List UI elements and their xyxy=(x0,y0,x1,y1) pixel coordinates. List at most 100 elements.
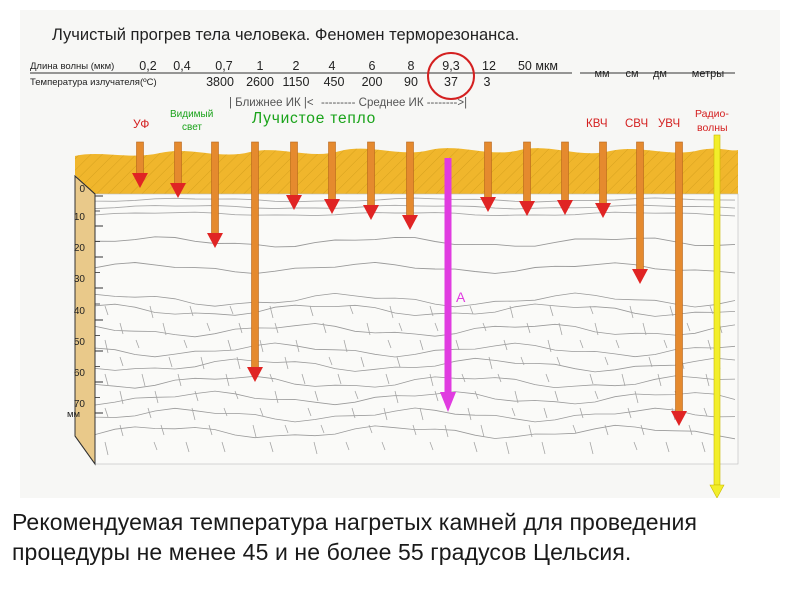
ir-arrow-shaft xyxy=(174,141,182,185)
tissue-cell-stroke xyxy=(669,305,674,317)
depth-tick-label: 50 xyxy=(74,337,86,348)
ir-arrow-head xyxy=(247,367,263,382)
temperature-values: 3800 2600 1150 450 200 90 37 3 xyxy=(206,75,490,89)
tissue-cell-stroke xyxy=(547,339,552,353)
tissue-cell-stroke xyxy=(154,390,159,404)
tissue-cell-stroke xyxy=(328,356,333,366)
tissue-cell-stroke xyxy=(160,424,165,436)
tissue-cell-stroke xyxy=(168,356,173,368)
tissue-cell-stroke xyxy=(528,424,533,438)
tissue-cell-stroke xyxy=(556,356,561,366)
ir-arrow-shaft xyxy=(636,141,644,271)
depth-tick-label: 10 xyxy=(74,212,86,223)
resonance-highlight-circle xyxy=(427,52,475,100)
radio-arrow-head xyxy=(709,484,725,498)
far-unit-label: метры xyxy=(692,68,724,80)
tissue-cell-stroke xyxy=(185,441,190,453)
tissue-cell-stroke xyxy=(709,305,714,315)
tissue-layer-line xyxy=(94,407,736,423)
tissue-cell-stroke xyxy=(394,390,399,404)
tissue-cell-stroke xyxy=(549,305,554,317)
tissue-layer-line xyxy=(94,342,736,358)
tissue-cell-stroke xyxy=(473,441,478,453)
tissue-cell-stroke xyxy=(594,322,599,336)
tissue-cell-stroke xyxy=(351,407,356,419)
tissue-layer-line xyxy=(94,357,736,373)
tissue-cell-stroke xyxy=(419,339,424,351)
tissue-cell-stroke xyxy=(227,339,232,351)
depth-tick-label: 70 xyxy=(74,399,86,410)
ir-arrow-head xyxy=(402,215,418,230)
far-unit-label: мм xyxy=(594,68,609,80)
tissue-cell-stroke xyxy=(274,390,279,404)
tissue-cell-stroke xyxy=(469,305,474,315)
tissue-layer-line xyxy=(94,303,736,317)
tissue-cell-stroke xyxy=(634,390,639,404)
wavelength-value: 0,7 xyxy=(215,59,232,73)
tissue-cell-stroke xyxy=(419,407,424,421)
near-ir-range: | Ближнее ИК |< xyxy=(229,97,314,109)
tissue-cell-stroke xyxy=(191,407,196,421)
tissue-cell-stroke xyxy=(511,407,516,417)
tissue-cell-stroke xyxy=(274,322,279,334)
tissue-cell-stroke xyxy=(589,305,594,315)
tissue-cell-stroke xyxy=(648,356,653,368)
tissue-cell-stroke xyxy=(480,424,485,438)
tissue-cell-stroke xyxy=(147,407,152,419)
ir-arrow-shaft xyxy=(211,141,219,235)
tissue-cell-stroke xyxy=(104,373,109,386)
tissue-cell-stroke xyxy=(135,339,140,349)
ir-arrow-shaft xyxy=(523,141,531,203)
tissue-cell-stroke xyxy=(503,339,508,351)
tissue-layer-line xyxy=(94,197,736,203)
ir-arrow-shaft xyxy=(328,141,336,201)
visible-label: Видимый xyxy=(170,109,213,120)
tissue-cell-stroke xyxy=(238,322,243,334)
tissue-cell-stroke xyxy=(520,356,525,366)
tissue-cell-stroke xyxy=(412,424,417,436)
tissue-cell-stroke xyxy=(119,424,124,437)
tissue-cell-stroke xyxy=(640,424,645,436)
tissue-cell-stroke xyxy=(389,305,394,319)
ir-arrow-head xyxy=(363,205,379,220)
resonance-arrow-label: А xyxy=(456,289,466,305)
tissue-cell-stroke xyxy=(206,322,211,332)
depth-unit: мм xyxy=(67,409,80,420)
tissue-cell-stroke xyxy=(688,424,693,436)
tissue-cell-stroke xyxy=(301,373,306,385)
tissue-cell-stroke xyxy=(269,373,274,383)
ir-arrow-head xyxy=(632,269,648,284)
ir-arrow-head xyxy=(519,201,535,216)
far-unit-label: см xyxy=(625,68,638,80)
tissue-cell-stroke xyxy=(621,373,626,387)
tissue-layer-line xyxy=(94,236,736,248)
wavelength-value: 50 мкм xyxy=(518,59,558,73)
tissue-cell-stroke xyxy=(579,407,584,419)
tissue-cell-stroke xyxy=(633,441,638,451)
tissue-cell-stroke xyxy=(322,322,327,334)
tissue-cell-stroke xyxy=(461,373,466,383)
depth-tick-label: 20 xyxy=(74,243,86,254)
tissue-cell-stroke xyxy=(381,441,386,451)
tissue-cell-stroke xyxy=(307,407,312,417)
tissue-cell-stroke xyxy=(385,373,390,385)
radio-label: Радио- xyxy=(695,108,729,120)
tissue-cell-stroke xyxy=(663,339,668,349)
tissue-cell-stroke xyxy=(177,373,182,387)
tissue-cell-stroke xyxy=(642,322,647,336)
tissue-cell-stroke xyxy=(705,373,710,387)
tissue-cell-stroke xyxy=(189,305,194,317)
tissue-layer-line xyxy=(94,424,736,440)
ir-arrow-head xyxy=(207,233,223,248)
tissue-cell-stroke xyxy=(104,407,109,418)
tissue-cell-stroke xyxy=(497,373,502,383)
depth-tick-label: 60 xyxy=(74,368,86,379)
tissue-cell-stroke xyxy=(488,356,493,370)
tissue-cell-stroke xyxy=(162,322,167,336)
tissue-cell-stroke xyxy=(589,373,594,385)
middle-ir-range: --------- Среднее ИК -------->| xyxy=(321,97,467,109)
tissue-cell-stroke xyxy=(284,424,289,434)
wavelength-row-label: Длина волны (мкм) xyxy=(30,61,114,72)
tissue-cell-stroke xyxy=(383,407,388,421)
temperature-value: 1150 xyxy=(283,75,310,89)
